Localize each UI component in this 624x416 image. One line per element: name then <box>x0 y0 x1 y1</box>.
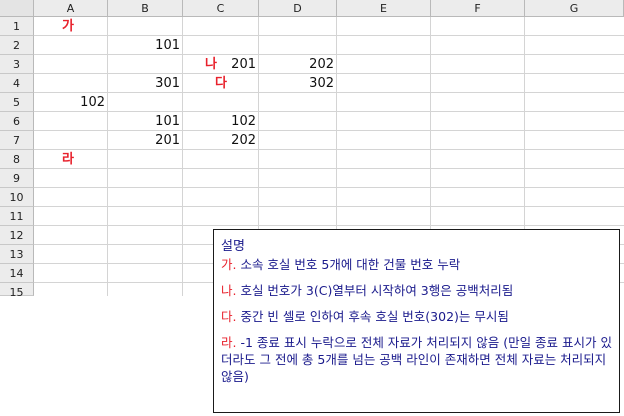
row-header-11[interactable]: 11 <box>0 207 34 226</box>
note-item-da: 다. 중간 빈 셀로 인하여 후속 호실 번호(302)는 무시됨 <box>221 308 613 325</box>
column-header-g[interactable]: G <box>525 0 624 17</box>
cell-d4[interactable]: 302 <box>309 76 334 91</box>
row-header-7[interactable]: 7 <box>0 131 34 150</box>
row-header-10[interactable]: 10 <box>0 188 34 207</box>
gridline <box>34 149 624 150</box>
row-header-13[interactable]: 13 <box>0 245 34 264</box>
note-item-text: 소속 호실 번호 5개에 대한 건물 번호 누락 <box>236 257 461 272</box>
gridline <box>34 130 624 131</box>
gridline <box>34 35 624 36</box>
note-item-label: 가. <box>221 257 237 272</box>
row-header-14[interactable]: 14 <box>0 264 34 283</box>
note-item-label: 나. <box>221 283 237 298</box>
note-item-text: 호실 번호가 3(C)열부터 시작하여 3행은 공백처리됨 <box>236 283 514 298</box>
explanation-note-box: 설명 가. 소속 호실 번호 5개에 대한 건물 번호 누락 나. 호실 번호가… <box>213 229 620 413</box>
note-item-ga: 가. 소속 호실 번호 5개에 대한 건물 번호 누락 <box>221 256 613 273</box>
gridline <box>34 225 624 226</box>
row-header-9[interactable]: 9 <box>0 169 34 188</box>
gridline <box>182 17 183 296</box>
row-header-2[interactable]: 2 <box>0 36 34 55</box>
spreadsheet-grid: A B C D E F G 1 2 3 4 5 6 7 8 9 10 11 12… <box>0 0 624 299</box>
gridline <box>34 206 624 207</box>
cell-b4[interactable]: 301 <box>155 76 180 91</box>
note-item-label: 다. <box>221 309 237 324</box>
gridline <box>107 17 108 296</box>
cell-c6[interactable]: 102 <box>231 114 256 129</box>
cell-a1-mark[interactable]: 가 <box>62 19 74 34</box>
gridline <box>258 17 259 296</box>
row-header-4[interactable]: 4 <box>0 74 34 93</box>
column-header-f[interactable]: F <box>431 0 525 17</box>
column-header-d[interactable]: D <box>259 0 337 17</box>
gridline <box>34 73 624 74</box>
gridline <box>524 17 525 296</box>
cell-a5[interactable]: 102 <box>80 95 105 110</box>
row-header-5[interactable]: 5 <box>0 93 34 112</box>
row-header-6[interactable]: 6 <box>0 112 34 131</box>
cell-c3-mark: 나 <box>205 57 217 72</box>
note-item-na: 나. 호실 번호가 3(C)열부터 시작하여 3행은 공백처리됨 <box>221 282 613 299</box>
gridline <box>34 111 624 112</box>
row-header-15[interactable]: 15 <box>0 283 34 299</box>
cell-c7[interactable]: 202 <box>231 133 256 148</box>
row-header-1[interactable]: 1 <box>0 17 34 36</box>
row-header-12[interactable]: 12 <box>0 226 34 245</box>
column-header-b[interactable]: B <box>108 0 183 17</box>
note-item-text: 중간 빈 셀로 인하여 후속 호실 번호(302)는 무시됨 <box>236 309 509 324</box>
cell-c4-mark[interactable]: 다 <box>215 76 227 91</box>
gridline <box>336 17 337 296</box>
column-header-e[interactable]: E <box>337 0 431 17</box>
cell-b7[interactable]: 201 <box>155 133 180 148</box>
column-header-c[interactable]: C <box>183 0 259 17</box>
cell-a8-mark[interactable]: 라 <box>62 152 74 167</box>
note-item-text: -1 종료 표시 누락으로 전체 자료가 처리되지 않음 (만일 종료 표시가 … <box>221 335 613 384</box>
select-all-corner[interactable] <box>0 0 34 17</box>
row-header-8[interactable]: 8 <box>0 150 34 169</box>
note-item-ra: 라. -1 종료 표시 누락으로 전체 자료가 처리되지 않음 (만일 종료 표… <box>221 334 613 385</box>
cell-b6[interactable]: 101 <box>155 114 180 129</box>
cell-d3[interactable]: 202 <box>309 57 334 72</box>
gridline <box>34 92 624 93</box>
gridline <box>430 17 431 296</box>
note-item-label: 라. <box>221 335 237 350</box>
gridline <box>34 187 624 188</box>
cell-b2[interactable]: 101 <box>155 38 180 53</box>
column-header-a[interactable]: A <box>34 0 108 17</box>
gridline <box>34 54 624 55</box>
gridline <box>34 168 624 169</box>
row-header-3[interactable]: 3 <box>0 55 34 74</box>
cell-c3[interactable]: 201 <box>231 57 256 72</box>
note-title: 설명 <box>221 239 245 254</box>
